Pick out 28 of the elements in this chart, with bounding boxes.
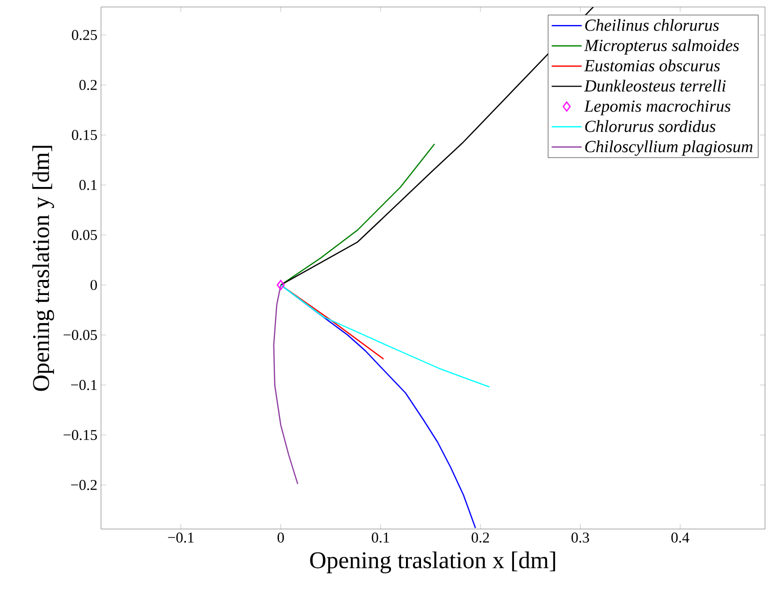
line-series — [280, 284, 490, 388]
legend-label: Chlorurus sordidus — [585, 120, 716, 132]
x-tick-label: −0.1 — [168, 532, 194, 543]
legend-label: Dunkleosteus terrelli — [584, 80, 726, 92]
line-series — [273, 284, 298, 485]
legend-label: Micropterus salmoides — [584, 39, 739, 55]
x-tick-label: 0.2 — [472, 532, 489, 543]
y-tick-label: −0.1 — [71, 380, 97, 390]
y-tick-label: −0.15 — [64, 430, 97, 440]
y-axis-title: Opening traslation y [dm] — [32, 146, 54, 391]
y-tick-label: 0.2 — [79, 80, 97, 90]
y-tick-label: 0 — [90, 280, 97, 290]
y-tick-label: 0.25 — [72, 30, 97, 40]
legend-label: Eustomias obscurus — [584, 59, 720, 72]
x-tick-label: 0.4 — [671, 532, 690, 543]
y-tick-label: −0.2 — [71, 480, 97, 490]
y-tick-label: 0.05 — [72, 230, 97, 240]
y-tick-label: 0.15 — [72, 130, 97, 140]
legend-label: Chiloscyllium plagiosum — [585, 140, 752, 156]
x-tick-label: 0.1 — [372, 532, 390, 543]
x-tick-label: 0.3 — [572, 532, 590, 543]
legend-label: Lepomis macrochirus — [584, 100, 730, 116]
line-series — [280, 143, 436, 286]
x-axis-title: Opening traslation x [dm] — [310, 552, 556, 574]
y-tick-label: −0.05 — [64, 330, 97, 340]
y-tick-label: 0.1 — [79, 180, 97, 190]
legend-label: Cheilinus chlorurus — [585, 19, 719, 31]
x-tick-label: 0 — [278, 532, 284, 543]
